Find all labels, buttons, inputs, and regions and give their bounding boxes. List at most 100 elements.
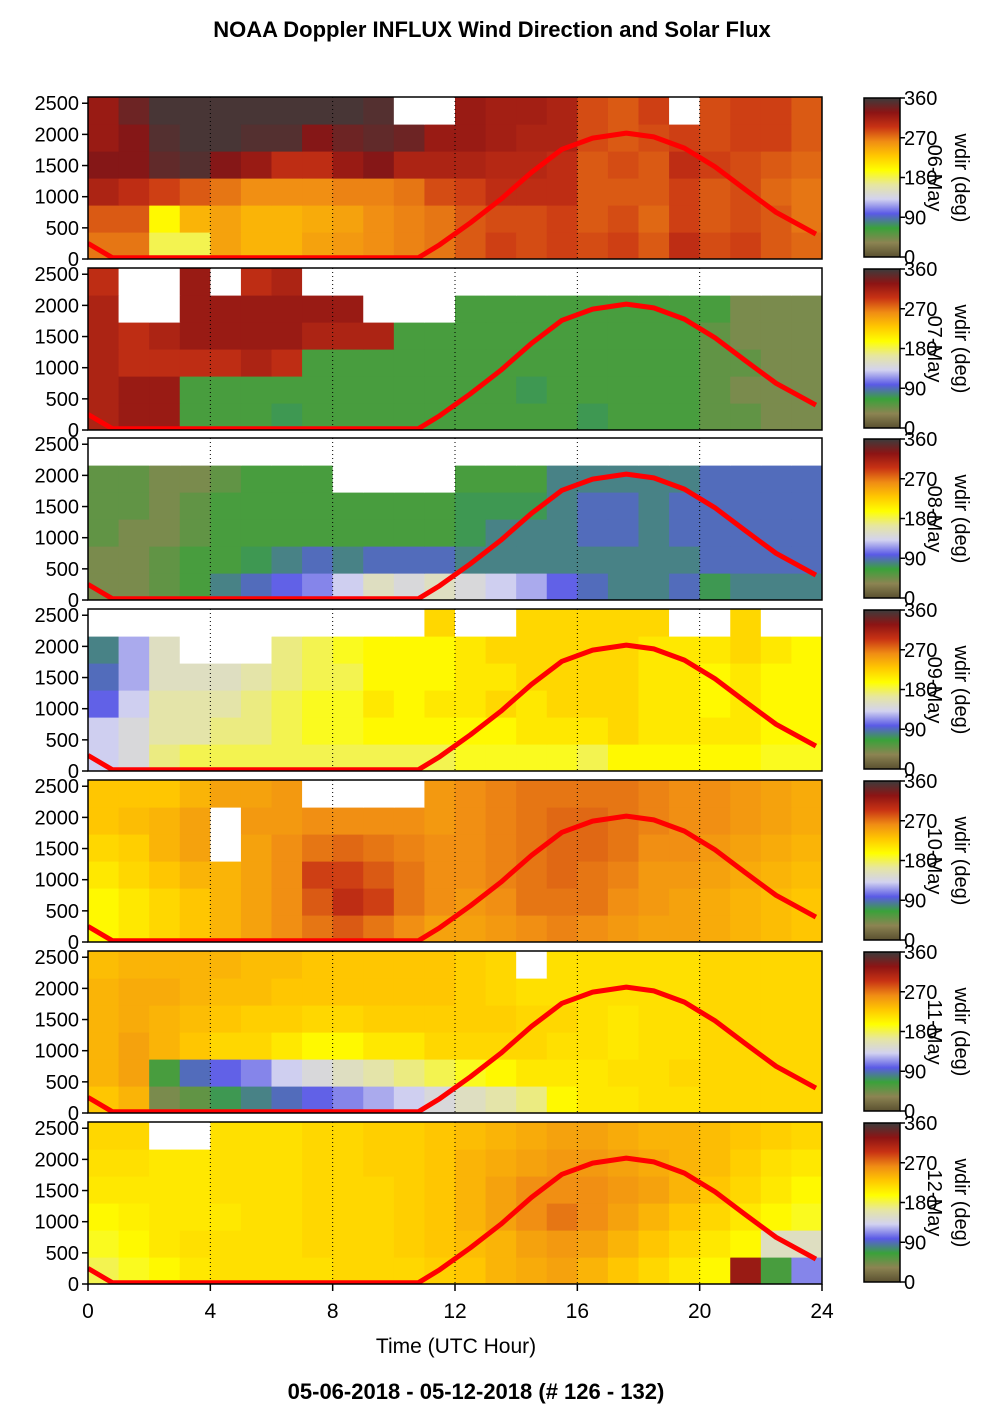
heatmap-cell [332,807,364,835]
heatmap-cell [669,1086,701,1113]
heatmap-cell [699,1059,731,1087]
heatmap-cell [577,1086,609,1113]
colorbar-tick-label: 270 [904,128,937,150]
heatmap-cell [455,124,487,152]
heatmap-cell [699,951,731,979]
heatmap-cell [730,1122,762,1150]
heatmap-cell [791,151,822,179]
heatmap-cell [516,268,548,296]
heatmap-cell [118,978,150,1006]
heatmap-cell [149,888,181,916]
heatmap-cell [760,1257,793,1284]
y-tick-label: 2500 [35,776,80,798]
heatmap-cell [88,1122,120,1150]
heatmap-cell [332,1086,364,1113]
heatmap-cell [638,834,670,862]
heatmap-cell [516,1086,548,1113]
heatmap-cell [577,1203,609,1231]
heatmap-cell [577,1122,609,1150]
heatmap-cell [455,663,487,691]
heatmap-cell [332,888,364,916]
heatmap-cell [638,717,670,745]
heatmap-cell [760,861,793,889]
heatmap-cell [179,636,211,664]
heatmap-cell [485,780,517,808]
heatmap-cell [699,438,731,466]
heatmap-cell [455,1122,487,1150]
colorbar-label: wdir (deg) [950,304,972,394]
heatmap-cell [760,663,793,691]
heatmap-cell [210,1122,242,1150]
heatmap-cell [240,519,273,547]
heatmap-cell [424,717,456,745]
colorbar-label: wdir (deg) [950,987,972,1077]
heatmap-cell [638,546,670,574]
y-tick-label: 1000 [35,870,80,892]
heatmap-cell [393,1176,426,1204]
x-axis: 0 4 8 12 16 20 24 [82,1284,834,1323]
heatmap-cell [393,609,426,637]
heatmap-cell [730,124,762,152]
heatmap-cell [179,376,211,404]
heatmap-cell [118,1005,150,1033]
heatmap-cell [332,97,364,125]
heatmap-cell [393,978,426,1006]
y-tick-label: 2500 [35,1118,80,1140]
heatmap-cell [210,178,242,206]
heatmap-cell [577,1032,609,1060]
heatmap-cell [240,717,273,745]
heatmap-cell [393,97,426,125]
heatmap-cell [546,178,578,206]
heatmap-cell [791,1086,822,1113]
heatmap-cell [271,807,303,835]
heatmap-cell [179,1176,211,1204]
heatmap-cell [302,151,334,179]
heatmap-cell [607,403,640,430]
colorbar-tick-label: 180 [904,339,937,361]
heatmap-cell [424,124,456,152]
heatmap-cell [607,1149,640,1177]
heatmap-cell [393,438,426,466]
heatmap-cell [485,151,517,179]
y-tick-label: 1500 [35,497,80,519]
heatmap-cell [699,465,731,493]
heatmap-cell [118,295,150,323]
heatmap-cell [669,349,701,377]
heatmap-cell [240,1230,273,1258]
day-label: 10-May [923,828,945,895]
heatmap-cell [210,376,242,404]
heatmap-cell [149,861,181,889]
heatmap-cell [393,465,426,493]
heatmap-cell [393,519,426,547]
heatmap-cell [179,663,211,691]
heatmap-cell [149,717,181,745]
heatmap-cell [638,1203,670,1231]
heatmap-cell [302,1176,334,1204]
heatmap-cell [424,663,456,691]
heatmap-cell [363,1059,395,1087]
heatmap-cell [302,295,334,323]
heatmap-cell [393,1203,426,1231]
heatmap-cell [607,438,640,466]
heatmap-cell [607,663,640,691]
heatmap-cell [179,609,211,637]
heatmap-cell [332,403,364,430]
heatmap-cell [118,546,150,574]
y-tick-label: 2000 [35,1149,80,1171]
heatmap-cell [363,780,395,808]
heatmap-cell [455,573,487,600]
heatmap-cell [210,744,242,771]
heatmap-cell [546,268,578,296]
heatmap-cell [607,151,640,179]
heatmap-cell [302,1203,334,1231]
heatmap-cell [271,834,303,862]
heatmap-cell [455,834,487,862]
heatmap-cell [577,744,609,771]
heatmap-cell [485,1086,517,1113]
heatmap-cell [455,232,487,259]
heatmap-cell [271,438,303,466]
heatmap-cell [760,151,793,179]
colorbar-label: wdir (deg) [950,1158,972,1248]
heatmap-cell [546,438,578,466]
